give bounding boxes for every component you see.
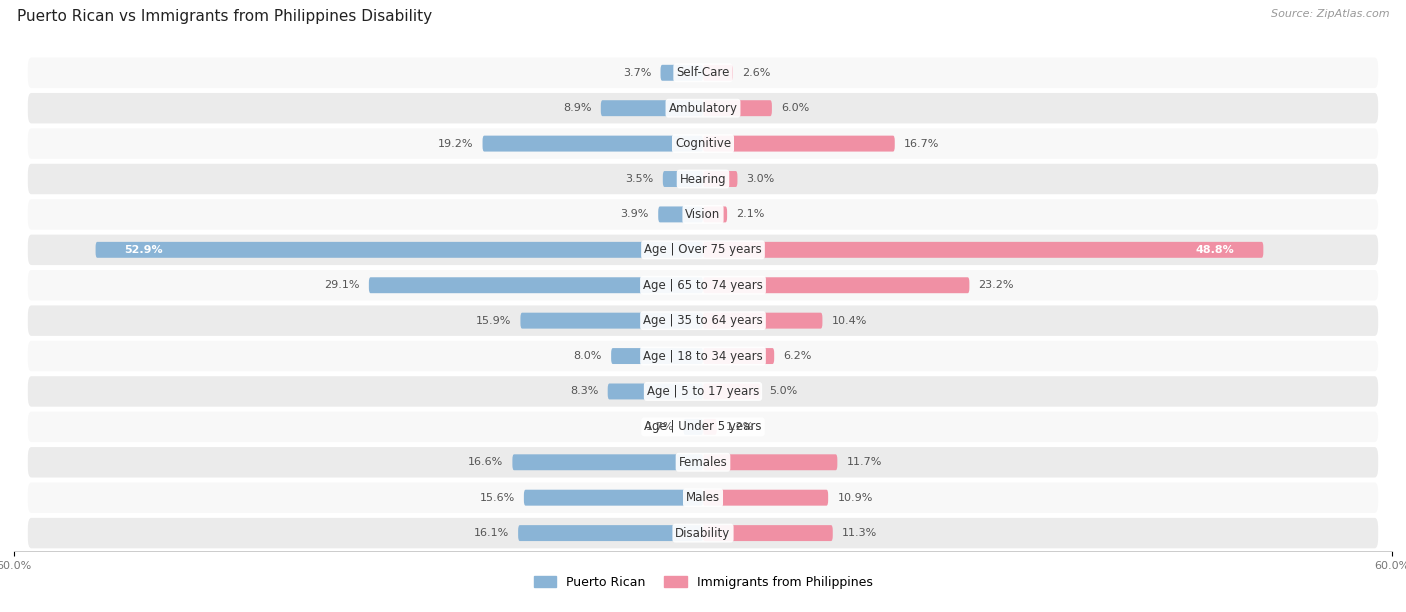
Text: 8.9%: 8.9% xyxy=(564,103,592,113)
FancyBboxPatch shape xyxy=(703,171,738,187)
FancyBboxPatch shape xyxy=(28,412,1378,442)
Text: 8.3%: 8.3% xyxy=(571,386,599,397)
FancyBboxPatch shape xyxy=(703,206,727,222)
FancyBboxPatch shape xyxy=(28,518,1378,548)
Text: 6.0%: 6.0% xyxy=(782,103,810,113)
FancyBboxPatch shape xyxy=(703,454,838,470)
FancyBboxPatch shape xyxy=(28,93,1378,124)
Text: Age | 18 to 34 years: Age | 18 to 34 years xyxy=(643,349,763,362)
FancyBboxPatch shape xyxy=(28,58,1378,88)
FancyBboxPatch shape xyxy=(512,454,703,470)
Text: 11.7%: 11.7% xyxy=(846,457,882,468)
FancyBboxPatch shape xyxy=(368,277,703,293)
FancyBboxPatch shape xyxy=(607,384,703,400)
FancyBboxPatch shape xyxy=(519,525,703,541)
Text: 23.2%: 23.2% xyxy=(979,280,1014,290)
Text: 11.3%: 11.3% xyxy=(842,528,877,538)
Text: 19.2%: 19.2% xyxy=(437,138,474,149)
Text: 10.4%: 10.4% xyxy=(831,316,868,326)
Text: 10.9%: 10.9% xyxy=(838,493,873,502)
FancyBboxPatch shape xyxy=(703,348,775,364)
Text: 3.5%: 3.5% xyxy=(626,174,654,184)
FancyBboxPatch shape xyxy=(703,490,828,506)
Text: Age | 35 to 64 years: Age | 35 to 64 years xyxy=(643,314,763,327)
Text: Age | 5 to 17 years: Age | 5 to 17 years xyxy=(647,385,759,398)
FancyBboxPatch shape xyxy=(28,376,1378,407)
Text: Self-Care: Self-Care xyxy=(676,66,730,80)
Text: Source: ZipAtlas.com: Source: ZipAtlas.com xyxy=(1271,9,1389,19)
FancyBboxPatch shape xyxy=(600,100,703,116)
Text: Ambulatory: Ambulatory xyxy=(668,102,738,114)
Text: 15.6%: 15.6% xyxy=(479,493,515,502)
Text: Disability: Disability xyxy=(675,526,731,540)
FancyBboxPatch shape xyxy=(612,348,703,364)
Text: 3.0%: 3.0% xyxy=(747,174,775,184)
Legend: Puerto Rican, Immigrants from Philippines: Puerto Rican, Immigrants from Philippine… xyxy=(529,571,877,594)
Text: 8.0%: 8.0% xyxy=(574,351,602,361)
FancyBboxPatch shape xyxy=(703,100,772,116)
Text: Puerto Rican vs Immigrants from Philippines Disability: Puerto Rican vs Immigrants from Philippi… xyxy=(17,9,432,24)
Text: 6.2%: 6.2% xyxy=(783,351,811,361)
FancyBboxPatch shape xyxy=(703,277,969,293)
Text: Vision: Vision xyxy=(685,208,721,221)
Text: 1.7%: 1.7% xyxy=(645,422,675,432)
Text: 15.9%: 15.9% xyxy=(475,316,512,326)
Text: 16.6%: 16.6% xyxy=(468,457,503,468)
FancyBboxPatch shape xyxy=(520,313,703,329)
Text: Females: Females xyxy=(679,456,727,469)
Text: Age | 65 to 74 years: Age | 65 to 74 years xyxy=(643,278,763,292)
FancyBboxPatch shape xyxy=(703,242,1264,258)
Text: 2.1%: 2.1% xyxy=(737,209,765,220)
FancyBboxPatch shape xyxy=(662,171,703,187)
FancyBboxPatch shape xyxy=(703,384,761,400)
Text: 29.1%: 29.1% xyxy=(325,280,360,290)
FancyBboxPatch shape xyxy=(683,419,703,435)
Text: 16.1%: 16.1% xyxy=(474,528,509,538)
Text: 2.6%: 2.6% xyxy=(742,68,770,78)
FancyBboxPatch shape xyxy=(703,313,823,329)
Text: Cognitive: Cognitive xyxy=(675,137,731,150)
FancyBboxPatch shape xyxy=(524,490,703,506)
Text: 52.9%: 52.9% xyxy=(124,245,163,255)
FancyBboxPatch shape xyxy=(28,341,1378,371)
Text: Age | Under 5 years: Age | Under 5 years xyxy=(644,420,762,433)
FancyBboxPatch shape xyxy=(703,65,733,81)
FancyBboxPatch shape xyxy=(28,447,1378,477)
Text: 5.0%: 5.0% xyxy=(769,386,797,397)
Text: 16.7%: 16.7% xyxy=(904,138,939,149)
FancyBboxPatch shape xyxy=(28,234,1378,265)
Text: 48.8%: 48.8% xyxy=(1197,245,1234,255)
FancyBboxPatch shape xyxy=(28,164,1378,194)
FancyBboxPatch shape xyxy=(703,136,894,152)
FancyBboxPatch shape xyxy=(703,419,717,435)
Text: Hearing: Hearing xyxy=(679,173,727,185)
FancyBboxPatch shape xyxy=(658,206,703,222)
FancyBboxPatch shape xyxy=(661,65,703,81)
Text: 3.7%: 3.7% xyxy=(623,68,651,78)
Text: Age | Over 75 years: Age | Over 75 years xyxy=(644,244,762,256)
FancyBboxPatch shape xyxy=(28,270,1378,300)
FancyBboxPatch shape xyxy=(28,305,1378,336)
FancyBboxPatch shape xyxy=(28,129,1378,159)
FancyBboxPatch shape xyxy=(28,199,1378,230)
FancyBboxPatch shape xyxy=(96,242,703,258)
Text: Males: Males xyxy=(686,491,720,504)
FancyBboxPatch shape xyxy=(703,525,832,541)
Text: 1.2%: 1.2% xyxy=(725,422,755,432)
FancyBboxPatch shape xyxy=(482,136,703,152)
FancyBboxPatch shape xyxy=(28,482,1378,513)
Text: 3.9%: 3.9% xyxy=(620,209,650,220)
